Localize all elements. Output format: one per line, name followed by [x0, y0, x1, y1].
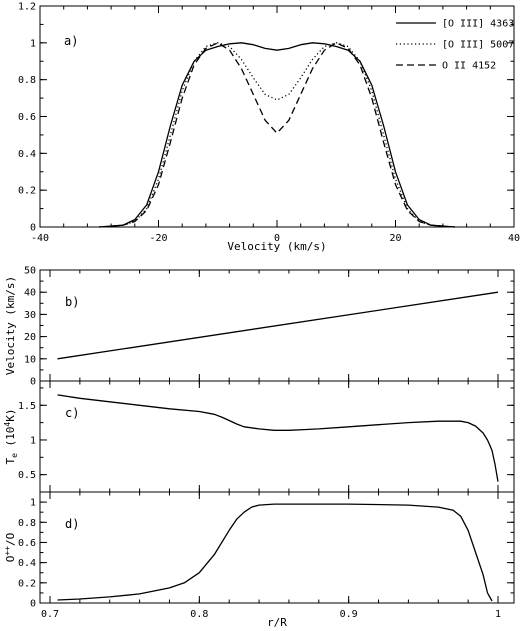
x-tick-label: 0.8: [190, 609, 208, 620]
panel-a: 0 0.2 0.4 0.6 0.8 1 1.2 -40 -20 0 20 40 a) Velocity (…: [18, 2, 520, 254]
panel-label: d): [65, 517, 79, 531]
y-tick-label: 0: [30, 223, 36, 234]
legend-label: [O III] 5007: [442, 40, 514, 51]
y-axis-title: Te (104K): [3, 408, 19, 464]
legend-label: O II 4152: [442, 61, 496, 72]
panel-label: a): [64, 34, 78, 48]
y-axis-title: O++/O: [3, 533, 17, 563]
y-tick-label: 0.2: [18, 186, 36, 197]
y-axis-title-part: (10: [4, 427, 17, 454]
y-tick-label: 1: [30, 498, 36, 509]
y-tick-label: 40: [24, 288, 36, 299]
y-tick-label: 30: [24, 310, 36, 321]
y-tick-label: 0.4: [18, 558, 36, 569]
y-tick-label: 10: [24, 354, 36, 365]
plot-frame: [39, 491, 515, 604]
y-tick-label: 0.4: [18, 149, 36, 160]
x-tick-label: 1: [495, 609, 501, 620]
x-tick-label: 0: [274, 233, 280, 244]
y-axis-title-part: /O: [4, 533, 17, 546]
x-axis-title: r/R: [267, 616, 287, 629]
y-axis-title-part: K): [4, 408, 17, 421]
legend: [O III] 4363 [O III] 5007 O II 4152: [396, 19, 514, 72]
y-tick-label: 0.8: [18, 75, 36, 86]
x-tick-label: -20: [149, 233, 167, 244]
y-tick-label: 50: [24, 266, 36, 277]
panel-b: 0 10 20 30 40 50 b) Velocity (km/s): [4, 266, 515, 388]
y-tick-label: 1: [30, 435, 36, 446]
x-tick-label: 20: [389, 233, 401, 244]
plot-frame: [39, 380, 515, 493]
y-tick-label: 0.6: [18, 112, 36, 123]
y-tick-label: 0.6: [18, 538, 36, 549]
y-axis-title-part: ++: [3, 546, 12, 556]
y-tick-label: 1.2: [18, 2, 36, 13]
y-axis-title: Velocity (km/s): [4, 276, 17, 375]
legend-label: [O III] 4363: [442, 19, 514, 30]
y-axis-title-part: 4: [3, 422, 12, 427]
series-line-o-iii-5007: [99, 42, 455, 228]
series-line-o-iii-4363: [99, 42, 455, 228]
panel-c: 0.5 1 1.5 c) Te (104K): [3, 380, 515, 493]
y-tick-label: 1.5: [18, 401, 36, 412]
x-tick-label: 40: [508, 233, 520, 244]
y-tick-label: 1: [30, 38, 36, 49]
y-tick-label: 0.8: [18, 518, 36, 529]
y-tick-label: 0.2: [18, 578, 36, 589]
panel-label: b): [65, 295, 79, 309]
series-line-profile: [57, 394, 499, 482]
y-axis-title-part: O: [4, 556, 17, 563]
x-axis-title: Velocity (km/s): [227, 240, 326, 253]
y-axis-title-part: e: [10, 453, 19, 458]
y-tick-label: 0: [30, 599, 36, 610]
series-line-profile: [57, 503, 493, 602]
y-axis-title-part: T: [4, 458, 17, 465]
series-line-profile: [57, 291, 499, 360]
panel-label: c): [65, 406, 79, 420]
x-tick-label: 0.9: [340, 609, 358, 620]
x-tick-label: -40: [31, 233, 49, 244]
panel-d: 0 0.2 0.4 0.6 0.8 1 0.7 0.8 0.9 1 d) r/R O++/O: [3, 491, 515, 629]
x-tick-label: 0.7: [41, 609, 59, 620]
y-tick-label: 0: [30, 377, 36, 388]
y-tick-label: 0.5: [18, 470, 36, 481]
y-tick-label: 20: [24, 332, 36, 343]
series-line-o-ii-4152: [99, 42, 455, 228]
